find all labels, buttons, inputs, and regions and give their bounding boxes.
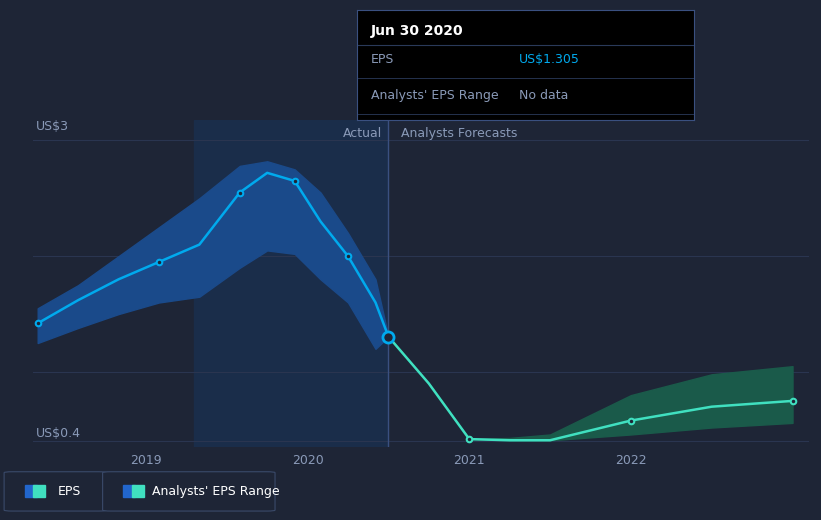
- Text: No data: No data: [519, 89, 568, 102]
- Text: Analysts' EPS Range: Analysts' EPS Range: [370, 89, 498, 102]
- FancyBboxPatch shape: [4, 472, 107, 511]
- Text: Analysts' EPS Range: Analysts' EPS Range: [152, 485, 279, 498]
- Text: US$1.305: US$1.305: [519, 53, 580, 66]
- FancyBboxPatch shape: [103, 472, 275, 511]
- Text: EPS: EPS: [370, 53, 394, 66]
- Text: Actual: Actual: [342, 126, 382, 139]
- Text: Jun 30 2020: Jun 30 2020: [370, 23, 463, 37]
- Text: US$3: US$3: [36, 121, 69, 134]
- Text: Analysts Forecasts: Analysts Forecasts: [401, 126, 518, 139]
- Text: EPS: EPS: [57, 485, 80, 498]
- Text: US$0.4: US$0.4: [36, 427, 81, 440]
- Bar: [195, 120, 388, 447]
